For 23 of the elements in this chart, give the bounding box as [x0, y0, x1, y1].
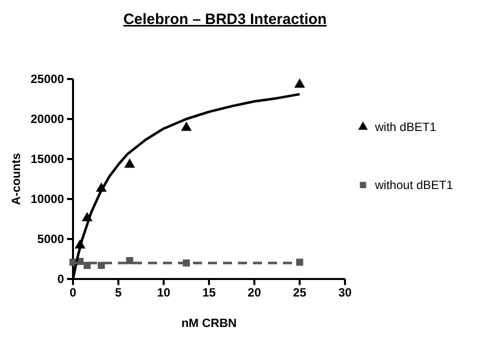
chart-title: Celebron – BRD3 Interaction [123, 11, 327, 28]
x-tick-label: 20 [248, 286, 262, 300]
x-tick-label: 15 [202, 286, 216, 300]
y-tick-label: 5000 [37, 232, 64, 246]
legend-label: without dBET1 [374, 178, 454, 192]
x-tick-label: 10 [156, 286, 171, 300]
x-tick-label: 5 [114, 286, 122, 300]
legend-label: with dBET1 [374, 120, 437, 134]
x-tick-label: 25 [292, 286, 307, 300]
point [124, 158, 136, 168]
x-axis-title: nM CRBN [181, 316, 237, 330]
y-tick-label: 10000 [30, 192, 64, 206]
y-tick-label: 25000 [30, 72, 64, 86]
y-tick-label: 15000 [30, 152, 64, 166]
x-tick-label: 0 [70, 286, 77, 300]
point [294, 78, 306, 88]
x-tick-label: 30 [338, 286, 352, 300]
point [296, 258, 304, 266]
y-axis-title: A-counts [9, 152, 23, 205]
y-tick-label: 20000 [30, 112, 64, 126]
point [180, 122, 192, 131]
y-tick-label: 0 [57, 272, 64, 286]
point [126, 257, 134, 264]
